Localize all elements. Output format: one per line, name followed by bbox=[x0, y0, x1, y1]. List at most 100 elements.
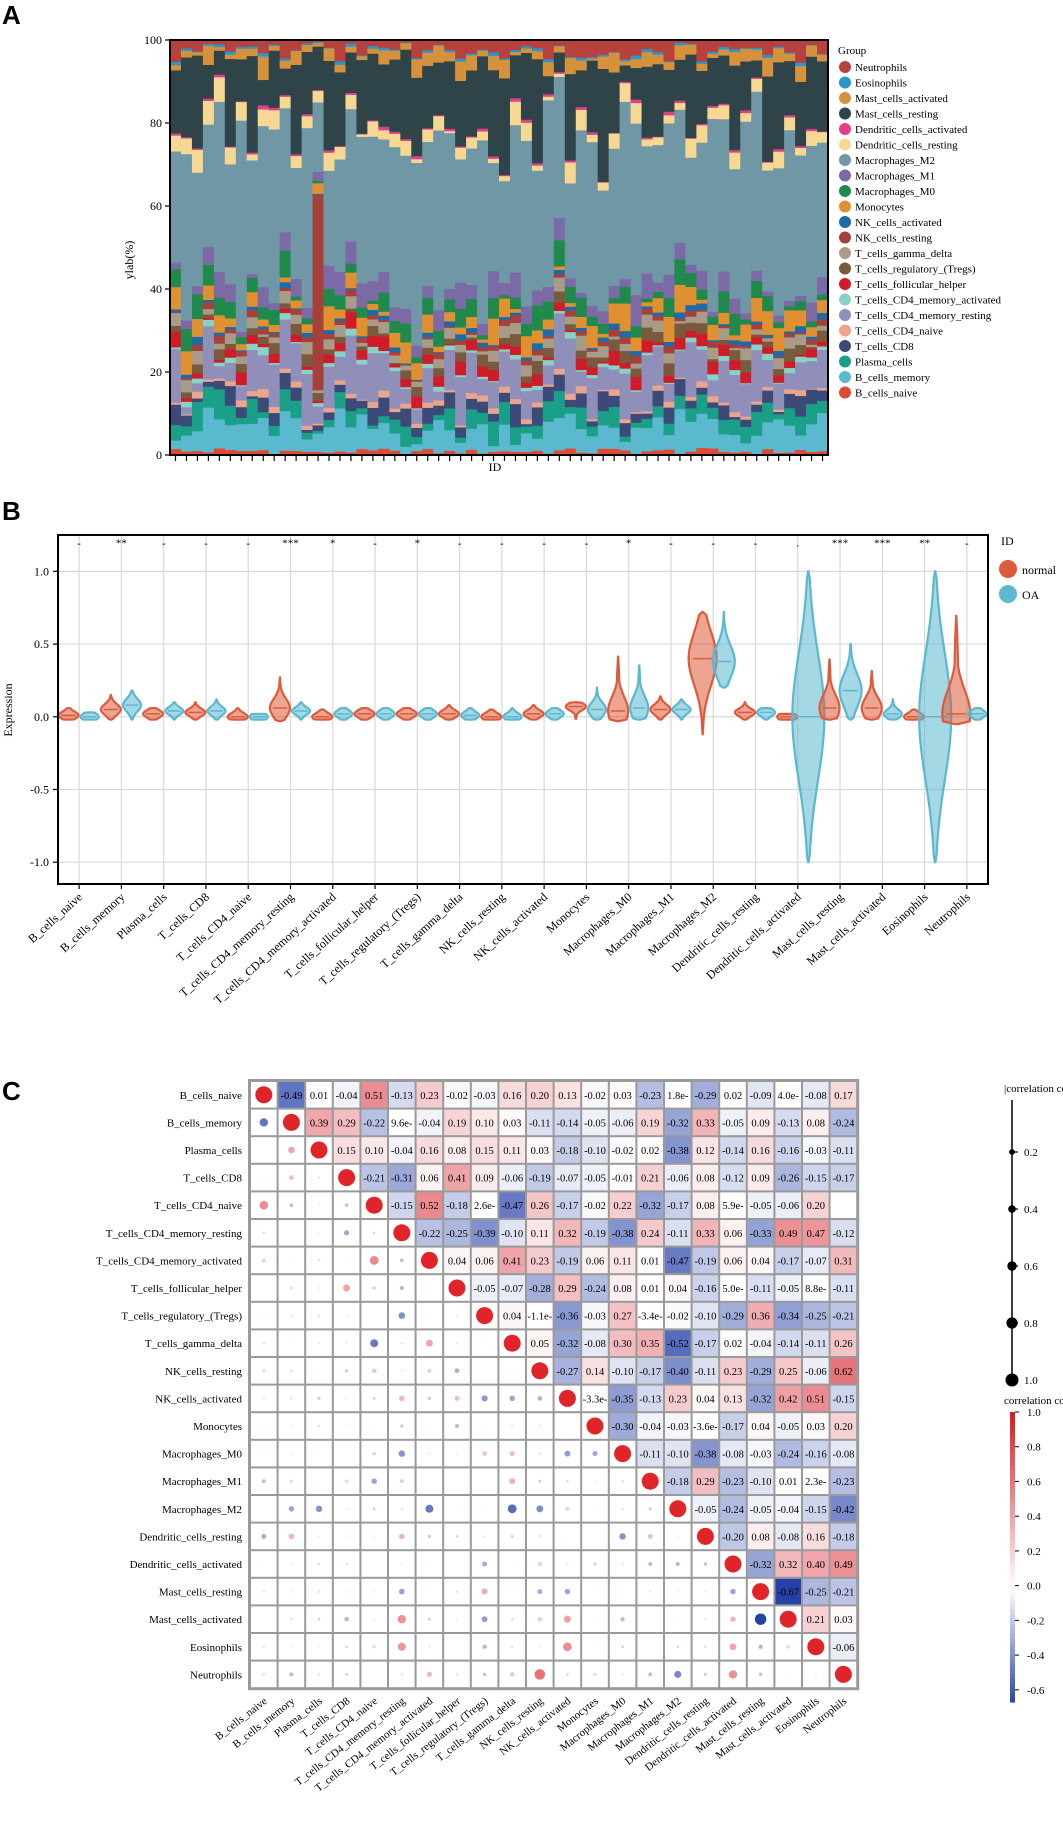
correlation-value: -0.04 bbox=[336, 1091, 359, 1102]
significance-label: ** bbox=[919, 537, 930, 549]
bar-segment bbox=[795, 356, 807, 363]
bar-segment bbox=[235, 450, 248, 456]
bar-segment bbox=[553, 217, 566, 241]
correlation-dot bbox=[345, 1507, 348, 1511]
legend-swatch bbox=[839, 386, 851, 399]
bar-segment bbox=[817, 40, 829, 55]
bar-segment bbox=[608, 406, 621, 428]
bar-segment bbox=[213, 448, 226, 456]
bar-segment bbox=[586, 419, 599, 422]
bar-segment bbox=[301, 40, 313, 44]
correlation-cell bbox=[830, 1192, 857, 1218]
correlation-dot bbox=[537, 1562, 542, 1566]
correlation-dot bbox=[372, 1231, 376, 1235]
bar-segment bbox=[608, 350, 621, 366]
correlation-dot bbox=[482, 1644, 487, 1649]
correlation-value: -0.09 bbox=[750, 1091, 772, 1102]
bar-segment bbox=[784, 452, 796, 456]
legend-label: Neutrophils bbox=[855, 62, 907, 74]
correlation-value: -0.22 bbox=[363, 1118, 385, 1129]
bar-segment bbox=[224, 147, 237, 165]
bar-segment bbox=[652, 315, 664, 321]
correlation-dot bbox=[317, 1259, 321, 1262]
correlation-value: 4.0e- bbox=[778, 1091, 800, 1102]
bar-segment bbox=[773, 368, 785, 376]
bar-segment bbox=[652, 54, 664, 65]
bar-segment bbox=[323, 60, 335, 151]
correlation-dot bbox=[427, 1368, 432, 1373]
correlation-dot bbox=[400, 1673, 403, 1676]
bar-segment bbox=[608, 285, 621, 299]
correlation-value: 0.23 bbox=[531, 1256, 549, 1267]
bar-segment bbox=[509, 398, 522, 405]
correlation-dot bbox=[758, 1672, 763, 1677]
bar-segment bbox=[246, 152, 259, 155]
bar-segment bbox=[400, 388, 412, 404]
correlation-dot bbox=[427, 1534, 432, 1539]
panel-b-ylabel: Expression bbox=[1, 683, 15, 736]
bar-segment bbox=[290, 387, 302, 401]
correlation-value: -0.11 bbox=[750, 1284, 771, 1295]
correlation-value: -0.12 bbox=[832, 1229, 854, 1240]
bar-segment bbox=[586, 349, 599, 352]
correlation-dot bbox=[704, 1618, 707, 1621]
bar-segment bbox=[279, 40, 292, 59]
bar-segment bbox=[597, 410, 610, 426]
bar-segment bbox=[345, 427, 357, 453]
correlation-dot bbox=[344, 1369, 349, 1373]
bar-segment bbox=[477, 131, 489, 141]
violin bbox=[755, 706, 777, 721]
bar-segment bbox=[367, 303, 379, 311]
bar-segment bbox=[477, 401, 489, 413]
bar-segment bbox=[323, 150, 335, 153]
correlation-dot bbox=[365, 1196, 383, 1214]
bar-segment bbox=[290, 296, 302, 301]
bar-segment bbox=[213, 271, 226, 298]
bar-segment bbox=[301, 366, 313, 370]
bar-segment bbox=[762, 337, 774, 342]
bar-segment bbox=[378, 415, 390, 424]
bar-segment bbox=[455, 376, 467, 426]
legend-swatch bbox=[839, 293, 851, 306]
bar-segment bbox=[564, 329, 577, 333]
bar-segment bbox=[235, 385, 248, 387]
correlation-dot bbox=[649, 1618, 652, 1621]
significance-label: * bbox=[415, 537, 421, 549]
bar-segment bbox=[411, 345, 423, 358]
panel-b-grid bbox=[58, 535, 988, 884]
violin bbox=[226, 706, 249, 721]
bar-segment bbox=[762, 402, 774, 423]
bar-segment bbox=[696, 333, 708, 347]
correlation-value: -0.26 bbox=[777, 1174, 799, 1185]
bar-segment bbox=[279, 287, 292, 292]
bar-segment bbox=[542, 59, 555, 63]
correlation-value: -0.05 bbox=[474, 1284, 496, 1295]
row-label: T_cells_CD8 bbox=[183, 1173, 242, 1185]
bar-segment bbox=[817, 390, 829, 401]
correlation-cell bbox=[665, 1247, 691, 1274]
correlation-dot bbox=[371, 1478, 377, 1484]
bar-segment bbox=[740, 372, 752, 384]
bar-segment bbox=[740, 110, 752, 114]
size-legend-label: 0.2 bbox=[1024, 1147, 1038, 1159]
bar-segment bbox=[334, 64, 346, 73]
bar-segment bbox=[795, 147, 807, 156]
size-legend-label: 0.8 bbox=[1024, 1318, 1038, 1330]
bar-segment bbox=[707, 347, 719, 360]
correlation-cell bbox=[830, 1247, 857, 1274]
bar-segment bbox=[224, 405, 237, 426]
bar-segment bbox=[367, 319, 379, 327]
correlation-dot bbox=[482, 1672, 487, 1677]
bar-segment bbox=[180, 401, 193, 408]
correlation-dot bbox=[538, 1535, 541, 1538]
bar-segment bbox=[235, 400, 248, 408]
correlation-cell bbox=[389, 1192, 415, 1218]
bar-segment bbox=[257, 319, 270, 327]
bar-segment bbox=[268, 309, 281, 325]
bar-segment bbox=[202, 98, 215, 102]
correlation-cell bbox=[803, 1330, 829, 1356]
correlation-cell bbox=[609, 1302, 636, 1329]
bar-segment bbox=[696, 40, 708, 62]
bar-segment bbox=[367, 48, 379, 54]
bar-segment bbox=[586, 377, 599, 420]
